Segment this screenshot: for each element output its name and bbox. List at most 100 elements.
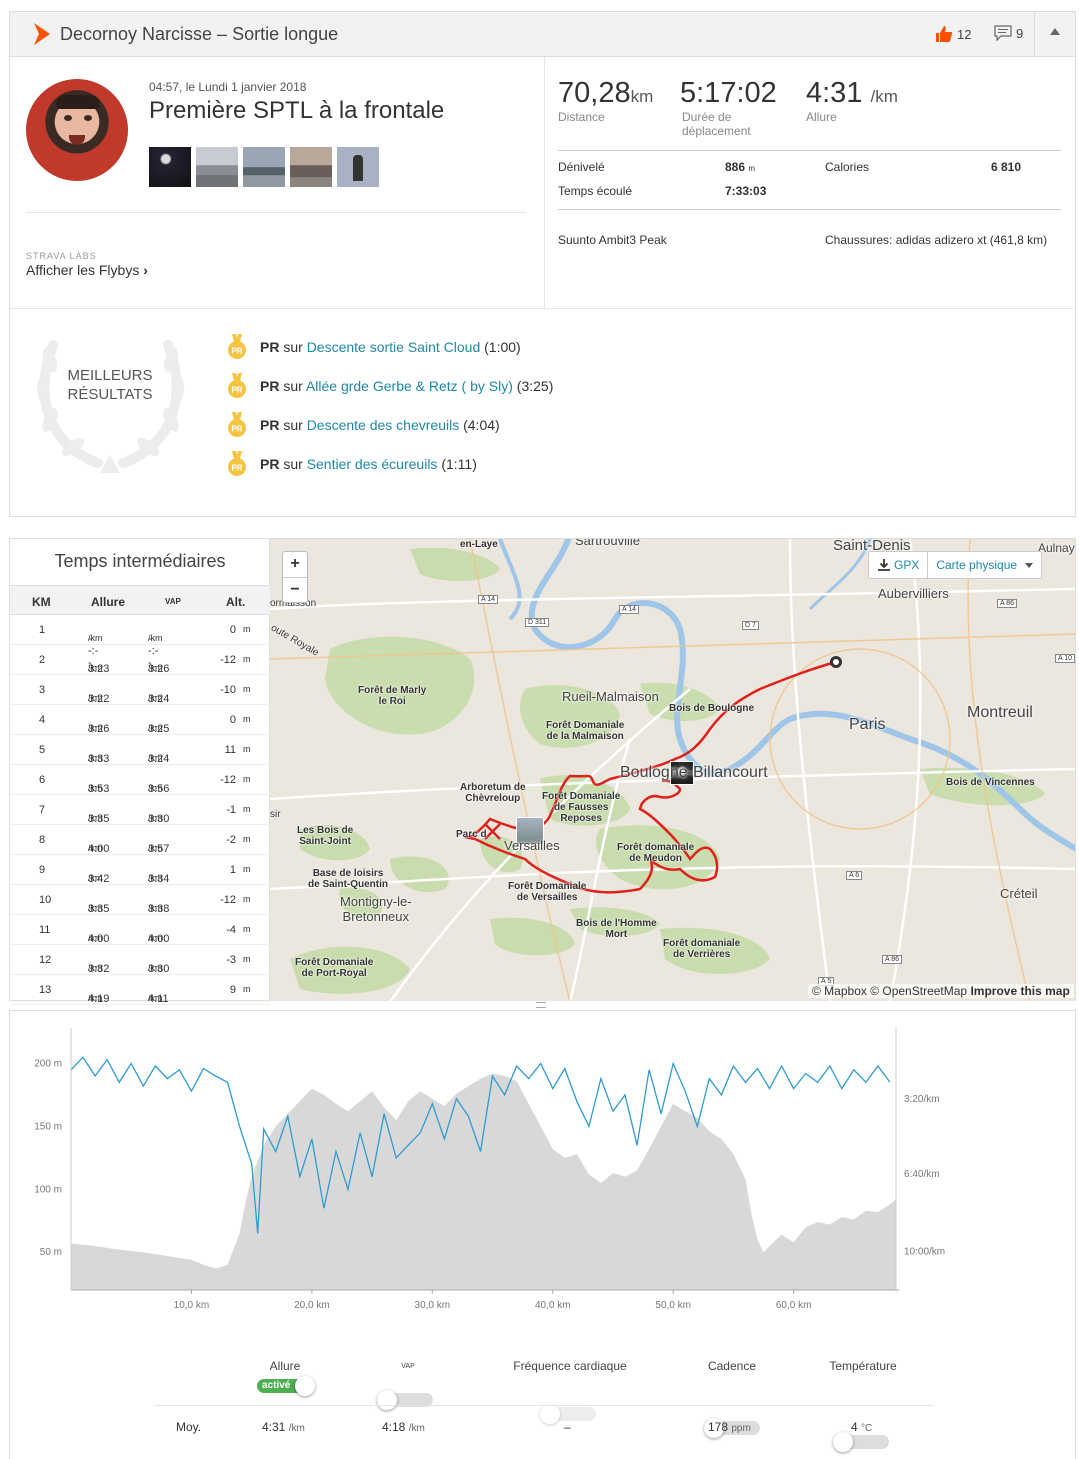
split-row[interactable]: 9 3:42 /km 3:34 /km 1 m	[10, 855, 270, 885]
shoes-info[interactable]: Chaussures: adidas adizero xt (461,8 km)	[825, 233, 1048, 247]
map-type-label: Carte physique	[936, 558, 1018, 572]
map-label: Versailles	[504, 838, 560, 853]
map-label: Parc d	[456, 829, 487, 840]
split-row[interactable]: 2 3:23 /km 3:26 /km -12 m	[10, 645, 270, 675]
photo-thumbnail[interactable]	[337, 147, 379, 187]
split-row[interactable]: 11 4:00 /km 4:00 /km -4 m	[10, 915, 270, 945]
photo-marker[interactable]	[670, 761, 694, 785]
segment-link[interactable]: Descente sortie Saint Cloud	[306, 339, 481, 355]
resize-handle-icon[interactable]	[536, 1002, 546, 1008]
kudos-button[interactable]: 12	[935, 25, 971, 43]
segment-link[interactable]: Allée grde Gerbe & Retz ( by Sly)	[305, 378, 513, 394]
heartrate-toggle[interactable]	[540, 1404, 596, 1424]
distance-unit: km	[630, 87, 654, 106]
gpx-download-button[interactable]: GPX	[869, 552, 929, 578]
split-row[interactable]: 3 3:22 /km 3:24 /km -10 m	[10, 675, 270, 705]
avg-pace-unit: /km	[288, 1423, 305, 1434]
map-label: Forêt Domaniale de Port-Royal	[295, 957, 374, 979]
photo-thumbnail[interactable]	[149, 147, 191, 187]
average-label: Moy.	[176, 1420, 202, 1434]
photo-thumbnail[interactable]	[290, 147, 332, 187]
map-label: Les Bois de Saint-Joint	[297, 825, 354, 847]
split-row[interactable]: 1 --:-- /km --:-- /km 0 m	[10, 615, 270, 669]
map-label: ormaisson	[270, 598, 317, 609]
col-km: KM	[32, 595, 51, 609]
pr-medal-icon: PR	[228, 334, 246, 360]
athlete-avatar[interactable]	[26, 79, 128, 181]
divider	[558, 150, 1061, 151]
split-row[interactable]: 4 3:26 /km 3:25 /km 0 m	[10, 705, 270, 735]
map-label: Sartrouville	[575, 538, 641, 548]
map-label: Rueil-Malmaison	[562, 689, 659, 704]
split-alt: 9	[229, 984, 236, 996]
pr-medal-icon: PR	[228, 373, 246, 399]
pr-medal-icon: PR	[228, 412, 246, 438]
pr-time: (1:00)	[484, 339, 521, 355]
collapse-caret-icon[interactable]	[1050, 28, 1060, 35]
map-label: Bois de Vincennes	[946, 777, 1035, 788]
split-alt-unit: m	[243, 744, 251, 754]
segment-link[interactable]: Descente des chevreuils	[306, 417, 460, 433]
zoom-out-button[interactable]: −	[290, 581, 300, 598]
split-alt: 0	[229, 714, 236, 726]
cadence-toggle[interactable]	[704, 1418, 760, 1438]
elevation-pace-chart[interactable]: 10,0 km 20,0 km 30,0 km 40,0 km 50,0 km 60,0 …	[9, 1012, 1076, 1312]
map-toolbar: GPX Carte physique	[868, 551, 1043, 579]
pr-medal-icon: PR	[228, 451, 246, 477]
segment-link[interactable]: Sentier des écureuils	[306, 456, 438, 472]
calories-value: 6 810	[991, 160, 1022, 174]
map-label: Forêt Domaniale de la Malmaison	[546, 720, 625, 742]
photo-marker[interactable]	[516, 817, 544, 845]
split-row[interactable]: 13 4:19 /km 4:11 /km 9 m	[10, 975, 270, 1005]
map-label: Bois de l'Homme Mort	[576, 918, 657, 940]
split-row[interactable]: 5 3:33 /km 3:24 /km 11 m	[10, 735, 270, 765]
pr-item: PR PR sur Sentier des écureuils (1:11)	[228, 451, 477, 477]
split-row[interactable]: 7 3:35 /km 3:30 /km -1 m	[10, 795, 270, 825]
split-alt: -12	[220, 774, 236, 786]
attribution-text[interactable]: © Mapbox © OpenStreetMap	[812, 984, 968, 998]
road-label: A 14	[478, 595, 499, 604]
photo-thumbnail[interactable]	[196, 147, 238, 187]
split-row[interactable]: 8 4:00 /km 3:57 /km -2 m	[10, 825, 270, 855]
map-label: Aulnay	[1038, 541, 1075, 555]
zoom-in-button[interactable]: +	[283, 552, 307, 578]
split-row[interactable]: 12 3:32 /km 3:30 /km -3 m	[10, 945, 270, 975]
road-label: D 311	[525, 618, 550, 627]
comments-button[interactable]: 9	[994, 25, 1023, 41]
road-label: A 10	[1055, 654, 1075, 663]
elevation-label: Dénivelé	[558, 160, 605, 174]
improve-map-link[interactable]: Improve this map	[970, 984, 1070, 998]
pace-toggle[interactable]: activé	[257, 1376, 315, 1396]
pr-medal-text: PR	[231, 464, 242, 473]
best-results-title-line2: RÉSULTATS	[67, 386, 153, 403]
divider	[155, 1405, 933, 1406]
flyby-link[interactable]: Afficher les Flybys ›	[26, 262, 148, 278]
avg-pace: 4:31	[262, 1420, 286, 1434]
thumbs-up-icon	[936, 26, 953, 42]
splits-title: Temps intermédiaires	[54, 551, 226, 571]
split-km: 5	[39, 744, 46, 756]
moving-time-value: 5:17:02	[680, 77, 777, 109]
split-km: 2	[39, 654, 46, 666]
split-row[interactable]: 6 3:53 /km 3:56 /km -12 m	[10, 765, 270, 795]
temperature-toggle[interactable]	[833, 1432, 889, 1452]
road-label: D 7	[742, 621, 759, 630]
split-km: 6	[39, 774, 46, 786]
splits-header: KM Allure VAP Alt.	[10, 585, 270, 615]
activity-header-title: Decornoy Narcisse – Sortie longue	[60, 24, 339, 44]
distance-label: Distance	[558, 110, 605, 124]
road-label: A 14	[619, 605, 640, 614]
col-gap: VAP	[165, 597, 181, 606]
map-label: Montigny-le- Bretonneux	[340, 894, 412, 924]
split-alt: 0	[229, 624, 236, 636]
split-alt-unit: m	[243, 864, 251, 874]
pace-line	[70, 1056, 891, 1234]
route-map[interactable]: Sartrouville en-Laye Saint-Denis Aulnay …	[270, 538, 1076, 1001]
y-right-tick-label: 10:00/km	[904, 1246, 945, 1257]
split-alt-unit: m	[243, 924, 251, 934]
split-alt-unit: m	[243, 774, 251, 784]
split-row[interactable]: 10 3:35 /km 3:38 /km -12 m	[10, 885, 270, 915]
photo-thumbnail[interactable]	[243, 147, 285, 187]
map-type-dropdown[interactable]: Carte physique	[928, 552, 1041, 578]
pr-prefix: PR	[260, 456, 280, 472]
